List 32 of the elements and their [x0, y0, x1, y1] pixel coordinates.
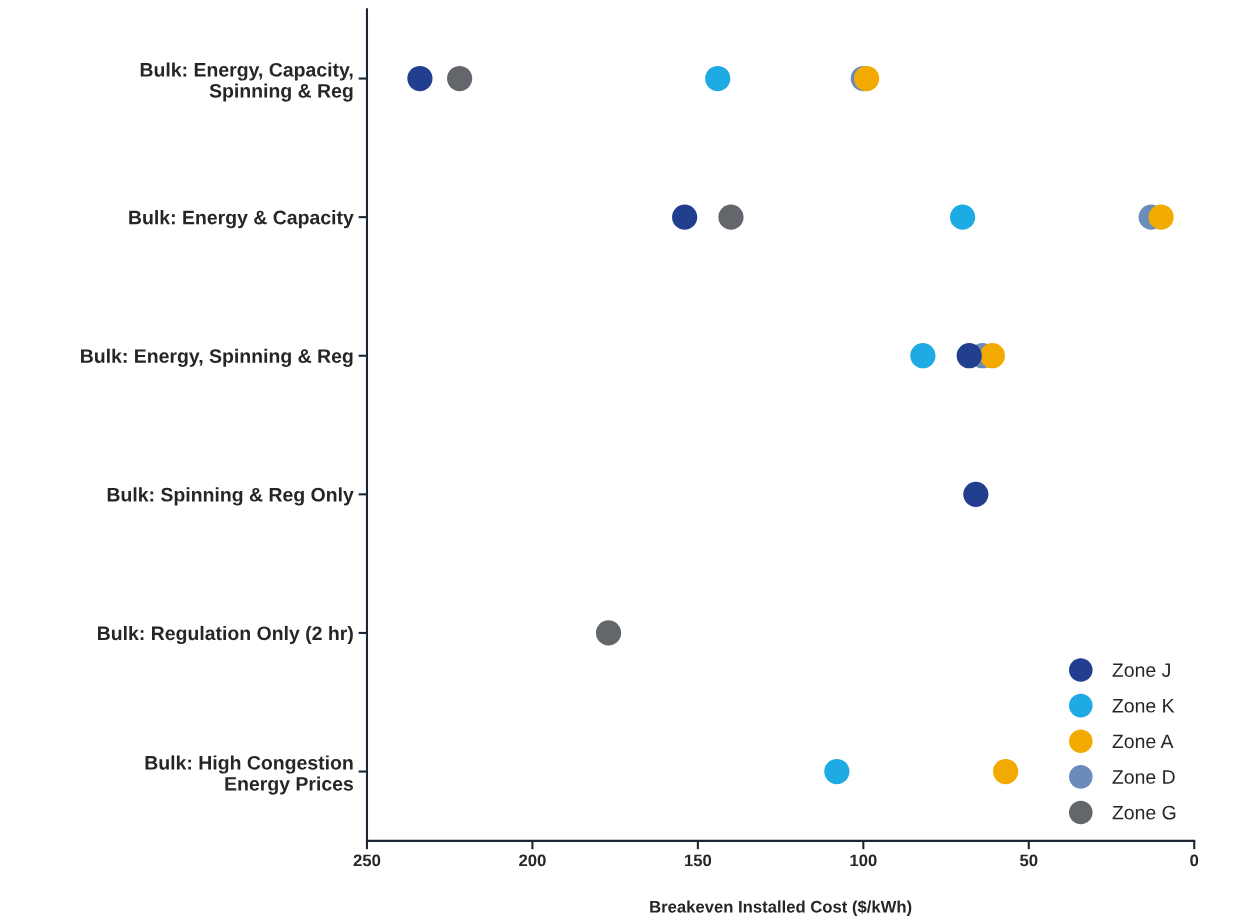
x-tick-label: 100 — [850, 854, 877, 867]
x-tick-label: 50 — [1020, 854, 1038, 867]
y-tick-label: Bulk: High Congestion Energy Prices — [145, 755, 353, 795]
legend-label: Zone K — [1112, 699, 1175, 713]
point — [910, 343, 936, 369]
point — [447, 65, 473, 92]
x-axis-title: Breakeven Installed Cost ($/kWh) — [650, 900, 912, 916]
point — [705, 65, 731, 92]
y-tick-label: Bulk: Energy, Spinning & Reg — [81, 348, 353, 367]
y-tick-label: Bulk: Regulation Only (2 hr) — [98, 625, 353, 645]
point — [963, 481, 989, 507]
legend-label: Zone A — [1112, 734, 1174, 749]
x-tick-label: 200 — [519, 854, 546, 867]
point — [1148, 204, 1174, 230]
point — [956, 343, 982, 369]
point — [407, 65, 433, 92]
x-tick-label: 250 — [353, 854, 381, 867]
point — [595, 620, 622, 646]
point — [993, 758, 1019, 785]
point — [949, 204, 976, 230]
legend-label: Zone D — [1112, 770, 1175, 784]
point — [672, 204, 698, 230]
y-tick-label: Bulk: Energy, Capacity, Spinning & Reg — [140, 62, 353, 102]
y-tick-label: Bulk: Spinning & Reg Only — [107, 487, 354, 506]
legend-label: Zone J — [1112, 663, 1170, 677]
point — [824, 758, 850, 785]
point — [979, 343, 1005, 369]
y-tick-label: Bulk: Energy & Capacity — [129, 210, 354, 229]
legend-label: Zone G — [1112, 805, 1176, 820]
x-tick-label: 0 — [1190, 854, 1199, 867]
point — [718, 204, 744, 230]
x-tick-label: 150 — [685, 854, 712, 867]
